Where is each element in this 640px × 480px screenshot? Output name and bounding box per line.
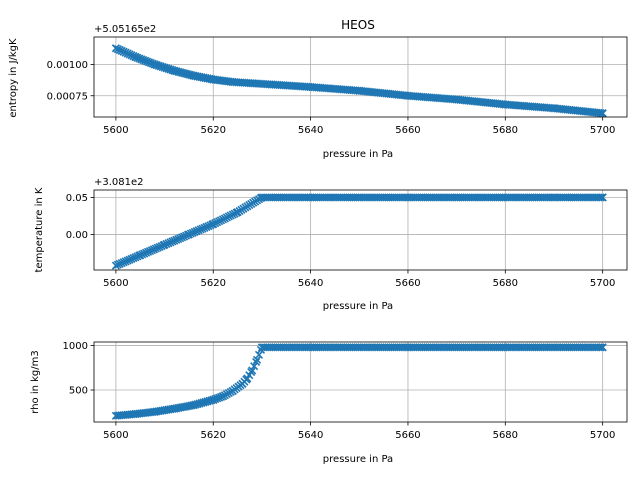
- x-tick-label-entropy: 5620: [201, 125, 226, 136]
- data-point-entropy: [596, 108, 605, 118]
- ticks-entropy: 5600 5620 5640 5660 5680 5700 0.00075 0.00100: [47, 60, 616, 136]
- data-point-rho: [598, 343, 607, 352]
- axes-frame-temperature: [93, 189, 628, 271]
- x-tick-label-entropy: 5640: [298, 125, 323, 136]
- y-tick-label-entropy: 0.00100: [47, 60, 88, 71]
- x-tick-label-rho: 5600: [103, 430, 128, 441]
- y-tick-label-rho: 500: [69, 386, 88, 397]
- x-tick-label-temperature: 5660: [395, 278, 420, 289]
- x-tick-label-rho: 5680: [493, 430, 518, 441]
- series-rho: [111, 343, 607, 420]
- x-tick-label-temperature: 5640: [298, 278, 323, 289]
- x-tick-label-entropy: 5680: [493, 125, 518, 136]
- axes-frame-rho: [93, 341, 628, 423]
- x-axis-label-temperature: pressure in Pa: [323, 301, 393, 312]
- y-tick-label-temperature: 0.05: [66, 193, 88, 204]
- y-axis-label-temperature: temperature in K: [34, 187, 45, 272]
- data-point-rho: [248, 366, 257, 375]
- x-axis-label-rho: pressure in Pa: [323, 454, 393, 465]
- data-point-temperature: [596, 193, 605, 202]
- offset-text-entropy: +5.05165e2: [94, 24, 156, 35]
- x-tick-label-entropy: 5600: [103, 125, 128, 136]
- panel-temperature: 5600 5620 5640 5660 5680 5700 0.00 0.05 +3.081e…: [34, 177, 628, 312]
- ticks-rho: 5600 5620 5640 5660 5680 5700 500 1000: [63, 341, 616, 441]
- series-entropy: [111, 44, 607, 118]
- x-tick-label-temperature: 5700: [590, 278, 615, 289]
- axes-frame-entropy: [93, 36, 628, 118]
- data-point-rho: [250, 362, 259, 371]
- data-point-rho: [254, 350, 264, 359]
- x-tick-label-temperature: 5620: [201, 278, 226, 289]
- x-tick-label-temperature: 5680: [493, 278, 518, 289]
- panel-rho: 5600 5620 5640 5660 5680 5700 500 1000 pressure…: [30, 341, 628, 465]
- x-tick-label-temperature: 5600: [103, 278, 128, 289]
- y-tick-label-entropy: 0.00075: [47, 91, 88, 102]
- x-tick-label-entropy: 5660: [395, 125, 420, 136]
- series-temperature: [111, 193, 607, 270]
- y-tick-label-temperature: 0.00: [66, 230, 88, 241]
- y-tick-label-rho: 1000: [63, 341, 88, 352]
- x-tick-label-rho: 5640: [298, 430, 323, 441]
- x-tick-label-entropy: 5700: [590, 125, 615, 136]
- data-point-rho: [596, 343, 605, 352]
- grid-entropy: [94, 37, 627, 117]
- ticks-temperature: 5600 5620 5640 5660 5680 5700 0.00 0.05: [66, 193, 616, 289]
- x-axis-label-entropy: pressure in Pa: [323, 149, 393, 160]
- x-tick-label-rho: 5620: [201, 430, 226, 441]
- x-tick-label-rho: 5660: [395, 430, 420, 441]
- data-point-entropy: [598, 109, 607, 118]
- y-axis-label-rho: rho in kg/m3: [30, 350, 41, 413]
- offset-text-temperature: +3.081e2: [94, 177, 144, 188]
- panel-entropy: 5600 5620 5640 5660 5680 5700 0.00075 0.00100 +…: [8, 24, 628, 160]
- x-tick-label-rho: 5700: [590, 430, 615, 441]
- chart-title: HEOS: [341, 18, 375, 32]
- data-point-rho: [252, 357, 261, 366]
- data-point-temperature: [598, 193, 607, 202]
- data-point-rho: [252, 355, 262, 364]
- y-axis-label-entropy: entropy in J/kgK: [8, 38, 19, 118]
